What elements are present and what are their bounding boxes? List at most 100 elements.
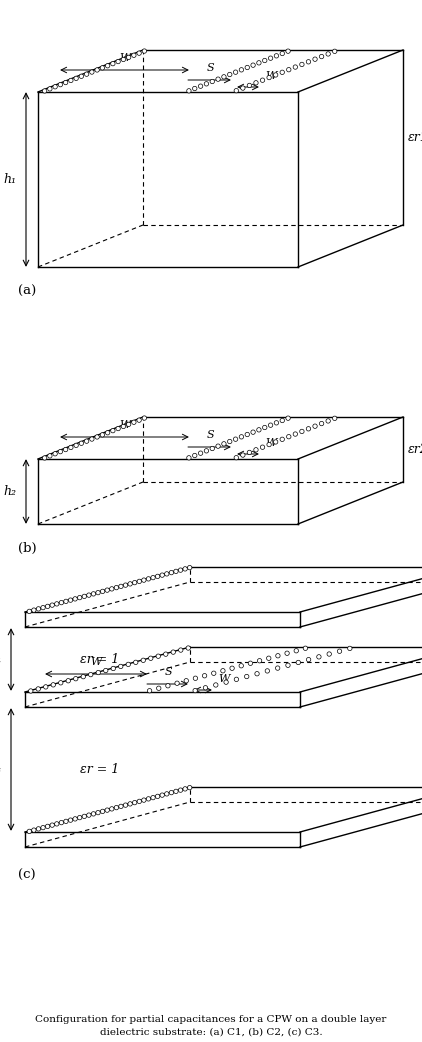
Circle shape [50,823,54,827]
Circle shape [192,453,197,457]
Circle shape [255,671,259,676]
Circle shape [171,650,176,654]
Circle shape [210,446,214,451]
Circle shape [234,677,238,681]
Circle shape [230,666,234,670]
Circle shape [95,68,99,72]
Circle shape [198,451,203,455]
Circle shape [187,566,192,570]
Circle shape [165,572,169,576]
Circle shape [222,75,226,79]
Circle shape [73,597,77,601]
Circle shape [306,658,311,662]
Circle shape [164,652,168,656]
Circle shape [87,593,91,597]
Circle shape [87,813,91,817]
Circle shape [111,428,115,432]
Circle shape [333,416,337,421]
Circle shape [53,84,57,89]
Text: W: W [119,53,130,63]
Circle shape [280,437,284,442]
Circle shape [147,689,152,693]
Circle shape [165,792,169,796]
Circle shape [43,685,48,689]
Circle shape [257,60,261,65]
Circle shape [239,664,243,668]
Circle shape [58,449,62,454]
Circle shape [287,68,291,72]
Circle shape [293,431,298,437]
Circle shape [111,666,116,671]
Circle shape [273,440,278,444]
Circle shape [149,656,153,661]
Circle shape [286,49,290,53]
Circle shape [319,421,324,426]
Circle shape [210,79,214,83]
Circle shape [155,794,160,798]
Circle shape [151,575,155,579]
Circle shape [227,72,232,77]
Circle shape [260,445,265,449]
Circle shape [46,824,50,828]
Text: h₃: h₃ [0,763,1,776]
Circle shape [27,829,32,834]
Circle shape [95,435,99,439]
Circle shape [241,85,245,91]
Circle shape [79,74,84,78]
Circle shape [48,453,52,458]
Circle shape [132,420,136,424]
Circle shape [300,429,304,433]
Circle shape [142,798,146,802]
Text: W: W [265,438,276,448]
Circle shape [59,680,63,685]
Circle shape [84,439,89,443]
Circle shape [274,421,279,425]
Circle shape [245,432,249,437]
Circle shape [286,416,290,420]
Circle shape [133,800,137,804]
Circle shape [96,811,100,815]
Circle shape [239,68,243,72]
Circle shape [146,797,151,801]
Circle shape [90,437,94,441]
Circle shape [286,663,290,668]
Circle shape [313,57,317,61]
Circle shape [114,586,119,590]
Circle shape [239,435,243,439]
Circle shape [187,455,191,460]
Circle shape [146,576,151,581]
Circle shape [59,600,64,604]
Circle shape [160,793,165,797]
Circle shape [133,580,137,585]
Circle shape [183,787,187,791]
Circle shape [74,76,78,80]
Circle shape [68,598,73,602]
Circle shape [121,57,126,61]
Circle shape [254,80,258,85]
Circle shape [105,808,109,813]
Circle shape [100,66,105,70]
Circle shape [119,664,123,669]
Circle shape [333,49,337,53]
Circle shape [100,432,105,437]
Text: S: S [207,430,214,440]
Circle shape [204,81,208,86]
Circle shape [137,799,141,803]
Circle shape [306,426,311,431]
Circle shape [114,805,119,810]
Circle shape [179,568,183,572]
Circle shape [251,63,255,68]
Circle shape [66,678,70,683]
Circle shape [64,599,68,603]
Circle shape [81,674,85,678]
Circle shape [280,70,284,75]
Circle shape [267,75,271,80]
Circle shape [41,605,45,610]
Circle shape [160,573,165,577]
Circle shape [128,581,133,586]
Circle shape [224,680,228,685]
Circle shape [257,659,262,663]
Circle shape [211,671,216,675]
Text: (c): (c) [18,869,35,882]
Text: W: W [90,658,102,667]
